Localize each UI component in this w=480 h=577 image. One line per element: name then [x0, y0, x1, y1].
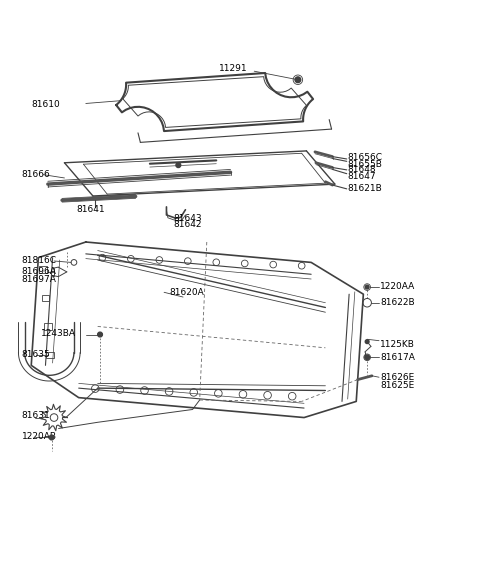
Bar: [47, 351, 54, 358]
Bar: [44, 323, 52, 330]
Text: 81631: 81631: [22, 411, 50, 420]
Text: 81647: 81647: [348, 171, 376, 181]
Text: 81641: 81641: [76, 205, 105, 214]
Text: 81620A: 81620A: [170, 288, 204, 297]
Text: 81625E: 81625E: [380, 381, 414, 390]
Text: 81697A: 81697A: [22, 275, 57, 284]
Text: 81626E: 81626E: [380, 373, 414, 382]
Text: 81643: 81643: [174, 214, 202, 223]
Circle shape: [176, 163, 180, 167]
Circle shape: [365, 340, 369, 343]
Bar: [39, 266, 47, 273]
Text: 11291: 11291: [218, 64, 247, 73]
Text: 81655B: 81655B: [348, 160, 383, 168]
Text: 81656C: 81656C: [348, 153, 383, 162]
Text: 81648: 81648: [348, 165, 376, 174]
Bar: [42, 295, 49, 301]
Circle shape: [49, 435, 54, 440]
Text: 81642: 81642: [174, 220, 202, 229]
Text: 81617A: 81617A: [380, 353, 415, 362]
Text: 1220AB: 1220AB: [22, 432, 57, 441]
Text: 1220AA: 1220AA: [380, 282, 415, 291]
Text: 1125KB: 1125KB: [380, 340, 415, 349]
Text: 81816C: 81816C: [22, 256, 57, 264]
Circle shape: [365, 355, 370, 359]
Text: 81635: 81635: [22, 350, 50, 359]
Text: 81610: 81610: [31, 100, 60, 109]
Text: 81621B: 81621B: [348, 185, 383, 193]
Text: 81666: 81666: [22, 170, 50, 179]
Circle shape: [295, 77, 301, 83]
Circle shape: [97, 332, 102, 337]
Circle shape: [365, 285, 369, 289]
Text: 81622B: 81622B: [380, 298, 415, 307]
Text: 81696A: 81696A: [22, 267, 57, 276]
Text: 1243BA: 1243BA: [41, 328, 76, 338]
